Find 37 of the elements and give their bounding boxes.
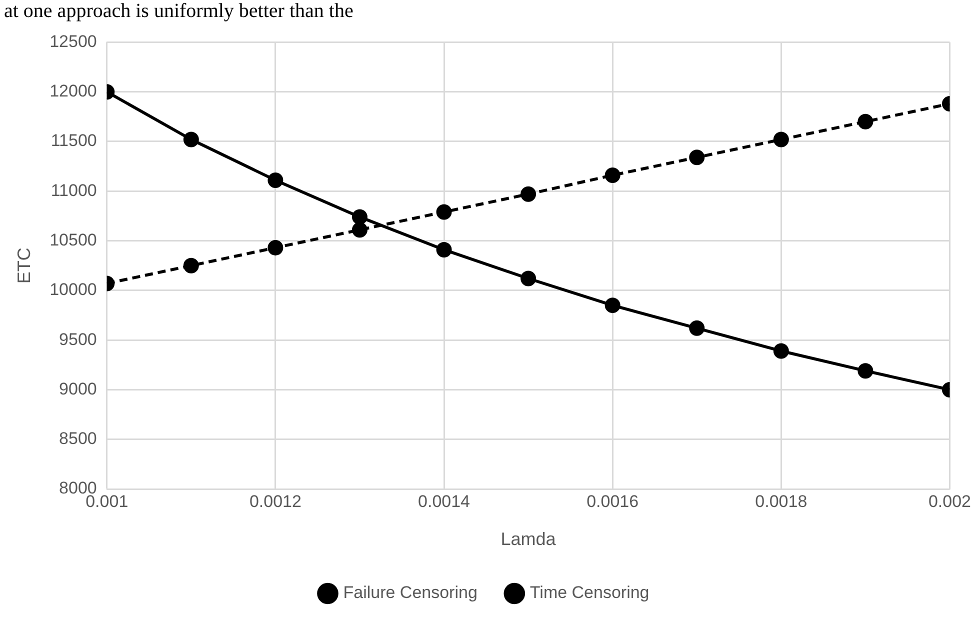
y-tick-label: 9500 (59, 330, 97, 349)
point (520, 186, 536, 202)
point (436, 204, 452, 220)
point (352, 209, 368, 225)
point (183, 258, 199, 274)
y-tick-label: 8500 (59, 429, 97, 448)
y-tick-label: 11500 (50, 131, 97, 150)
point (268, 172, 284, 188)
y-tick-label: 11000 (50, 180, 97, 200)
point (352, 222, 368, 238)
y-tick-label: 10000 (50, 280, 97, 300)
point (689, 150, 705, 166)
x-tick-label: 0.002 (928, 492, 972, 511)
x-tick-label: 0.0012 (249, 492, 302, 511)
legend-label: Time Censoring (530, 583, 650, 602)
point (183, 132, 199, 148)
x-axis-title: Lamda (500, 529, 557, 550)
y-tick-label: 9000 (59, 379, 97, 398)
point (773, 132, 789, 148)
y-tick-label: 12500 (50, 32, 97, 51)
legend-label: Failure Censoring (343, 583, 478, 602)
point (858, 363, 874, 379)
x-tick-label: 0.0018 (755, 492, 808, 511)
point (520, 270, 536, 286)
y-tick-label: 10500 (50, 230, 97, 250)
point (268, 240, 284, 256)
y-axis-title: ETC (14, 248, 34, 284)
point (689, 320, 705, 336)
text: at one approach is uniformly better than the (4, 0, 354, 23)
point (773, 343, 789, 359)
x-tick-label: 0.0014 (418, 492, 470, 511)
point (604, 167, 620, 183)
point (858, 114, 874, 130)
point (436, 242, 452, 258)
x-tick-label: 0.0016 (586, 492, 639, 511)
y-tick-label: 12000 (50, 82, 97, 101)
point (604, 298, 620, 314)
